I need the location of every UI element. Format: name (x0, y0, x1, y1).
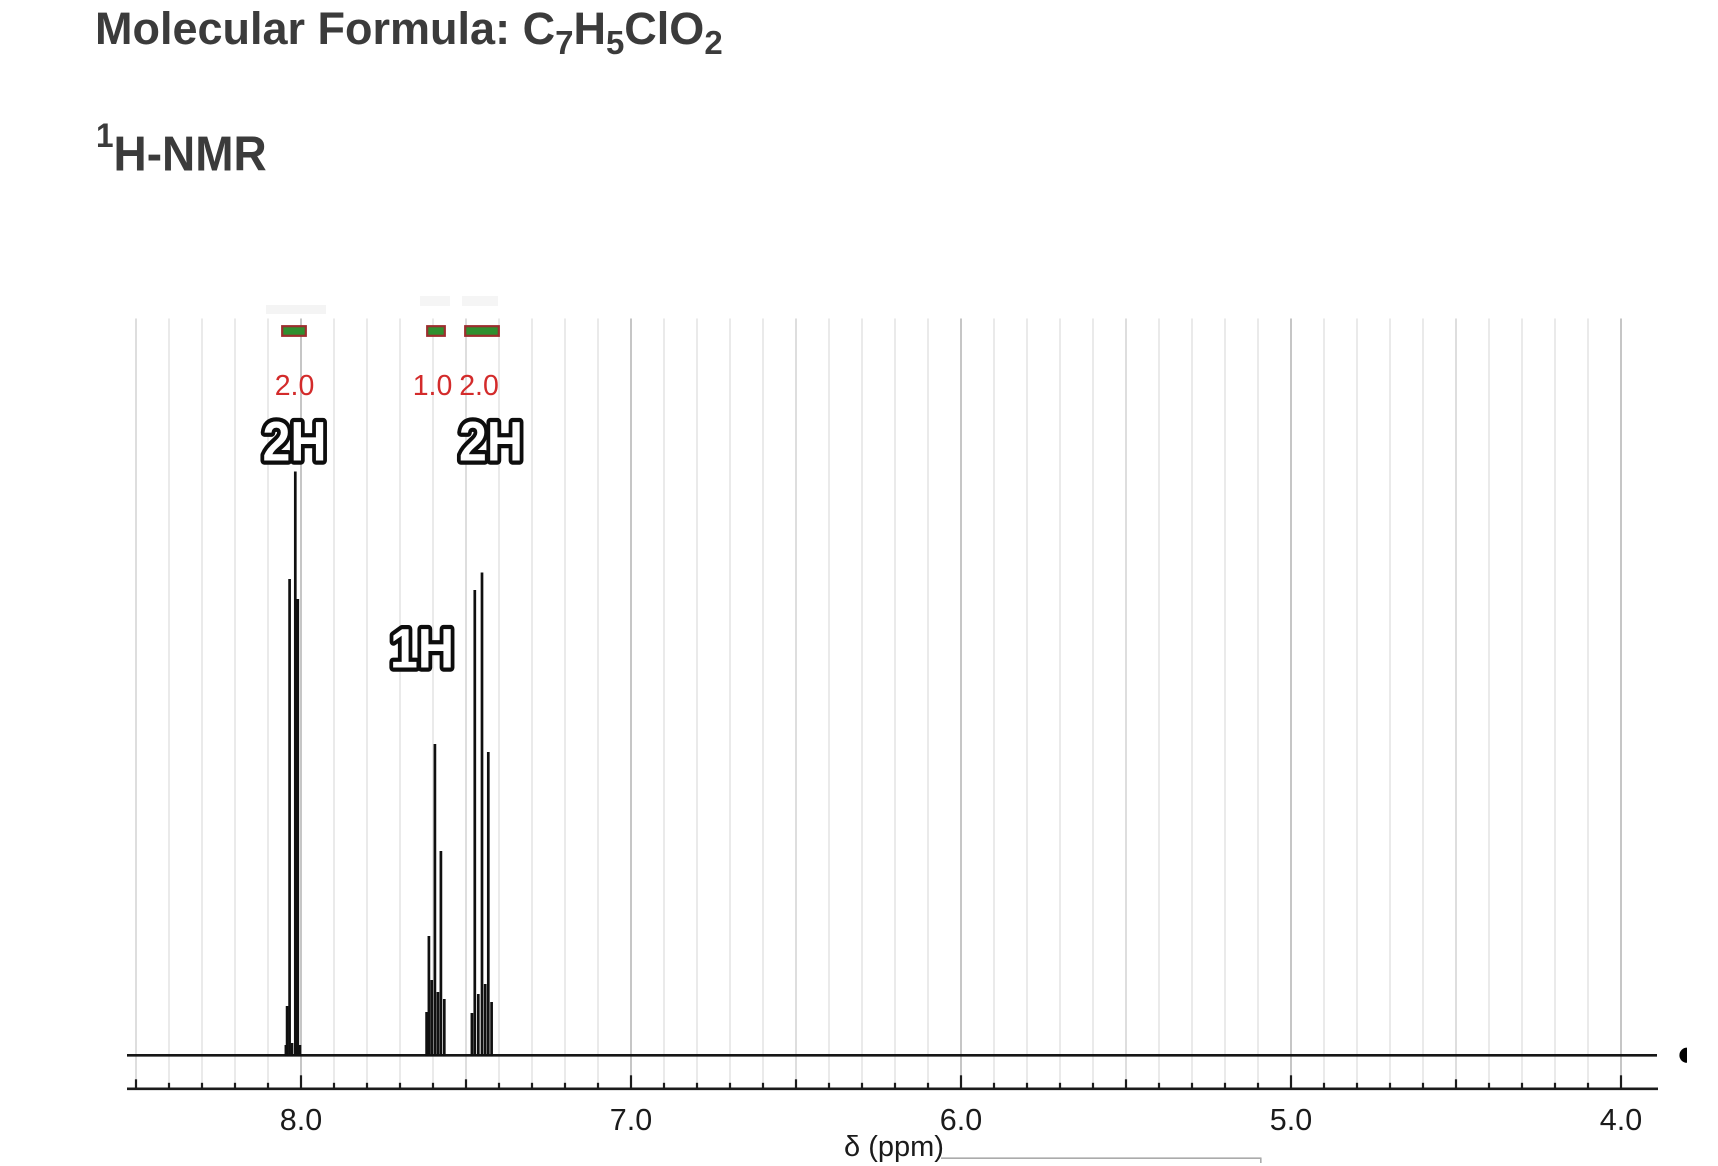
svg-text:δ (ppm): δ (ppm) (844, 1131, 944, 1163)
svg-text:2H: 2H (459, 410, 523, 473)
svg-text:5.0: 5.0 (1270, 1103, 1312, 1137)
svg-text:7.0: 7.0 (610, 1103, 652, 1137)
svg-text:2H: 2H (263, 410, 327, 473)
svg-text:8.0: 8.0 (280, 1103, 322, 1137)
svg-text:1H: 1H (390, 617, 454, 680)
svg-text:2.0: 2.0 (459, 370, 499, 402)
svg-text:6.0: 6.0 (940, 1103, 982, 1137)
svg-text:4.0: 4.0 (1600, 1103, 1642, 1137)
svg-text:2.0: 2.0 (275, 370, 315, 402)
svg-text:1.0: 1.0 (413, 370, 453, 402)
